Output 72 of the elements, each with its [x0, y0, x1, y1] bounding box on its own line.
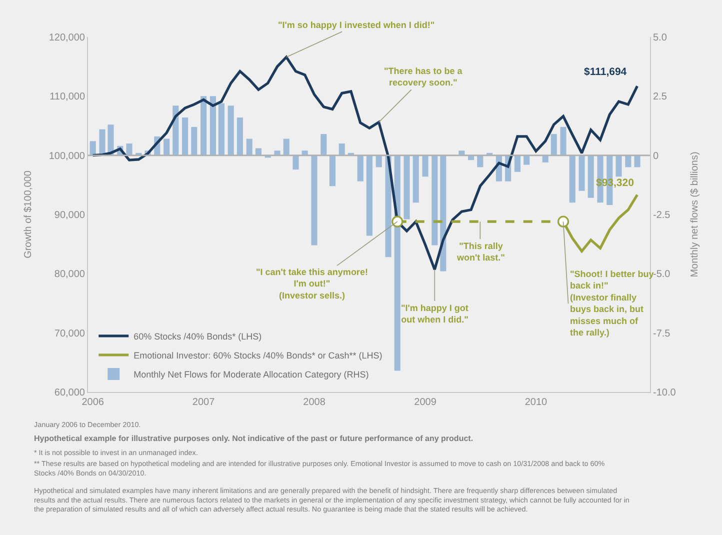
x-tick-label: 2008: [303, 397, 326, 408]
legend-label: 60% Stocks /40% Bonds* (LHS): [134, 331, 262, 342]
bar: [366, 155, 372, 236]
bar: [550, 134, 557, 156]
bar: [283, 138, 290, 156]
bar: [292, 155, 299, 170]
bar: [616, 155, 622, 177]
annotation: "I'm so happy I invested when I did!": [278, 20, 435, 30]
annotation: "This rally won't last.": [456, 241, 505, 263]
y-tick-label: 120,000: [48, 32, 86, 44]
bar: [625, 155, 632, 168]
annotation: $111,694: [584, 66, 627, 78]
annotation: "I'm happy I got out when I did.": [401, 303, 468, 325]
bar: [542, 155, 548, 162]
bar: [90, 141, 96, 156]
y2-tick-label: -10.0: [653, 388, 676, 398]
legend-label: Monthly Net Flows for Moderate Allocation Category (RHS): [134, 369, 369, 380]
y-tick-label: 80,000: [54, 269, 86, 280]
bar: [404, 155, 410, 220]
bar: [394, 155, 400, 371]
annotation: "There has to be a recovery soon.": [384, 66, 464, 88]
y-tick-label: 110,000: [50, 92, 86, 103]
bar: [126, 144, 132, 156]
y2-tick-label: -5.0: [653, 269, 671, 280]
bar: [246, 138, 252, 156]
bar: [338, 144, 345, 156]
annotation: "I can't take this anymore! I'm out!" (Investor sells.): [256, 267, 368, 300]
bar: [191, 126, 198, 156]
bar: [228, 106, 234, 156]
bar: [578, 155, 585, 191]
bar: [514, 155, 520, 172]
bar: [218, 103, 224, 156]
bar: [560, 126, 566, 156]
bar: [634, 155, 640, 168]
bar: [236, 117, 243, 156]
annotation: $93,320: [596, 177, 634, 189]
y2-tick-label: -7.5: [653, 328, 671, 340]
y2-tick-label: 5.0: [653, 32, 668, 44]
x-tick-label: 2007: [192, 397, 216, 408]
y-tick-label: 60,000: [54, 388, 86, 398]
y-tick-label: 100,000: [48, 150, 86, 162]
bar: [376, 155, 382, 168]
y2-tick-label: 0: [653, 150, 659, 162]
y-tick-label: 90,000: [54, 210, 86, 221]
bar: [329, 155, 336, 186]
bar: [569, 155, 576, 203]
bar: [357, 155, 364, 182]
y2-tick-label: 2.5: [653, 92, 668, 103]
bar: [99, 129, 106, 156]
bar: [524, 155, 530, 165]
bar: [477, 155, 484, 168]
y2-tick-label: -2.5: [653, 210, 671, 221]
bar: [422, 155, 428, 177]
bar: [440, 155, 446, 272]
x-tick-label: 2010: [524, 397, 548, 408]
y-axis-title: Growth of $100,000: [22, 170, 34, 258]
bar: [320, 134, 327, 156]
bar: [182, 117, 188, 156]
bar: [588, 155, 594, 198]
bar: [200, 96, 207, 156]
x-tick-label: 2006: [82, 397, 104, 408]
bar: [311, 155, 318, 246]
bar: [164, 138, 170, 156]
annotation: "Shoot! I better buy back in!" (Investor finally buys back in, but misses much of the rally.): [570, 269, 654, 338]
bar: [432, 155, 438, 246]
bar: [210, 96, 216, 156]
x-tick-label: 2009: [414, 397, 437, 408]
text: Hypothetical example for illustrative purposes only. Not indicative of the past or future performance of any product.: [34, 434, 474, 443]
legend-label: Emotional Investor: 60% Stocks /40% Bonds* or Cash** (LHS): [134, 350, 382, 360]
y-tick-label: 70,000: [54, 328, 86, 340]
y2-axis-title: Monthly net flows ($ billions): [690, 152, 701, 278]
bar: [412, 155, 419, 203]
